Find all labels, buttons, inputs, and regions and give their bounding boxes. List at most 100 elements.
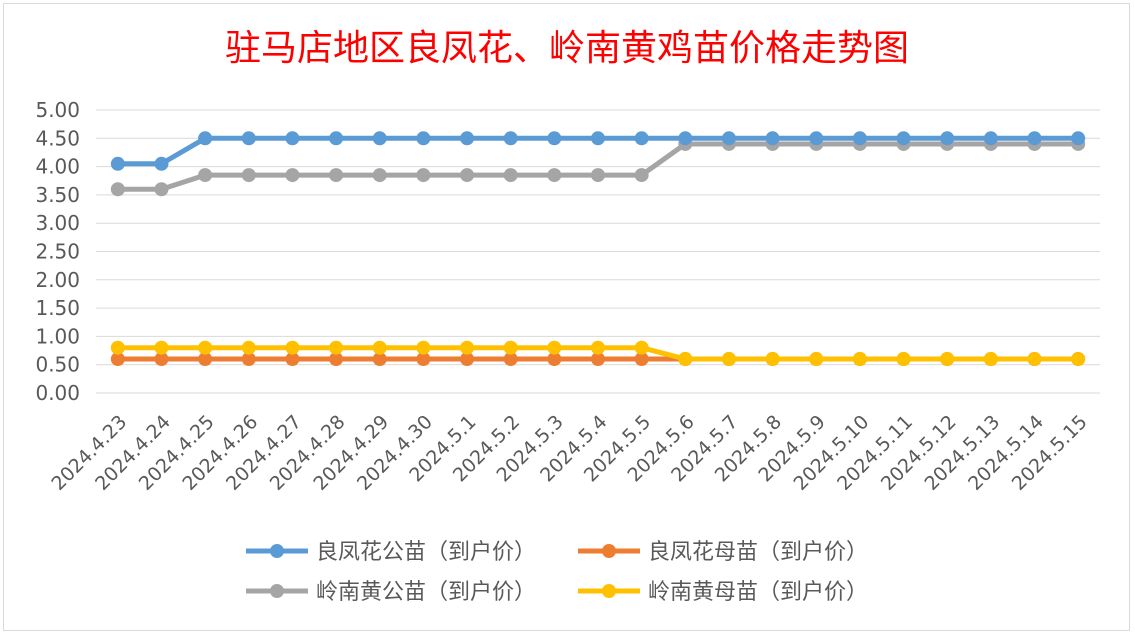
data-point <box>241 340 256 355</box>
y-tick-label: 3.50 <box>35 183 80 207</box>
data-point <box>110 340 125 355</box>
data-point <box>285 340 300 355</box>
data-point <box>110 156 125 171</box>
data-point <box>634 131 649 146</box>
data-point <box>460 131 475 146</box>
legend-marker <box>270 584 284 598</box>
data-point <box>416 340 431 355</box>
legend-marker <box>602 584 616 598</box>
data-point <box>591 168 605 183</box>
data-point <box>634 352 649 367</box>
data-point <box>110 352 125 367</box>
data-point <box>241 168 256 183</box>
series-lines <box>110 131 1086 367</box>
data-point <box>154 340 169 355</box>
series-group <box>110 340 1086 367</box>
data-point <box>460 352 475 367</box>
data-point <box>372 168 387 183</box>
y-tick-label: 3.00 <box>35 211 80 235</box>
data-point <box>852 131 867 146</box>
data-point <box>678 131 693 146</box>
chart-frame <box>3 3 1130 631</box>
data-point <box>503 352 518 367</box>
data-point <box>198 131 213 146</box>
data-point <box>765 131 780 146</box>
data-point <box>154 156 169 171</box>
data-point <box>329 340 344 355</box>
y-tick-label: 5.00 <box>35 98 80 122</box>
data-point <box>198 340 213 355</box>
data-point <box>503 340 518 355</box>
legend-marker <box>270 544 284 558</box>
data-point <box>154 182 169 197</box>
data-point <box>940 352 955 367</box>
y-tick-label: 1.50 <box>35 296 80 320</box>
data-point <box>198 168 213 183</box>
data-point <box>329 131 344 146</box>
data-point <box>503 131 518 146</box>
data-point <box>329 352 344 367</box>
data-point <box>416 131 431 146</box>
data-point <box>1071 131 1086 146</box>
data-point <box>678 352 693 367</box>
data-point <box>591 131 605 146</box>
y-tick-label: 1.00 <box>35 324 80 348</box>
data-point <box>372 352 387 367</box>
x-axis-ticks: 2024.4.232024.4.242024.4.252024.4.262024… <box>47 411 1091 495</box>
data-point <box>547 340 562 355</box>
data-point <box>285 168 300 183</box>
legend-entry: 良凤花公苗（到户价） <box>246 540 536 565</box>
data-point <box>634 340 649 355</box>
data-point <box>460 340 475 355</box>
y-tick-label: 4.50 <box>35 126 80 150</box>
data-point <box>852 352 867 367</box>
data-point <box>416 352 431 367</box>
data-point <box>1027 352 1042 367</box>
data-point <box>896 352 911 367</box>
data-point <box>896 131 911 146</box>
legend-entry: 良凤花母苗（到户价） <box>578 540 868 565</box>
legend-label: 岭南黄公苗（到户价） <box>316 580 536 605</box>
data-point <box>591 352 605 367</box>
data-point <box>1027 131 1042 146</box>
data-point <box>241 131 256 146</box>
y-tick-label: 2.50 <box>35 240 80 264</box>
legend: 良凤花公苗（到户价） 良凤花母苗（到户价） 岭南黄公苗（到户价） 岭南黄母苗（到户价） <box>246 540 868 605</box>
data-point <box>547 352 562 367</box>
data-point <box>809 131 824 146</box>
data-point <box>634 168 649 183</box>
data-point <box>1071 352 1086 367</box>
legend-marker <box>602 544 616 558</box>
data-point <box>721 131 736 146</box>
data-point <box>372 131 387 146</box>
series-group <box>110 131 1086 171</box>
data-point <box>547 168 562 183</box>
data-point <box>460 168 475 183</box>
data-point <box>721 352 736 367</box>
data-point <box>416 168 431 183</box>
legend-label: 良凤花母苗（到户价） <box>648 540 868 565</box>
data-point <box>110 182 125 197</box>
data-point <box>983 131 998 146</box>
legend-entry: 岭南黄公苗（到户价） <box>246 580 536 605</box>
data-point <box>198 352 213 367</box>
data-point <box>241 352 256 367</box>
legend-entry: 岭南黄母苗（到户价） <box>578 580 868 605</box>
y-tick-label: 0.50 <box>35 353 80 377</box>
data-point <box>940 131 955 146</box>
data-point <box>372 340 387 355</box>
data-point <box>329 168 344 183</box>
data-point <box>547 131 562 146</box>
data-point <box>809 352 824 367</box>
data-point <box>765 352 780 367</box>
legend-label: 岭南黄母苗（到户价） <box>648 580 868 605</box>
data-point <box>154 352 169 367</box>
y-tick-label: 0.00 <box>35 381 80 405</box>
data-point <box>591 340 605 355</box>
data-point <box>285 131 300 146</box>
data-point <box>983 352 998 367</box>
y-axis-ticks: 0.00 0.50 1.00 1.50 2.00 2.50 3.00 3.50 4.00 4.50… <box>35 98 80 405</box>
chart-title: 驻马店地区良凤花、岭南黄鸡苗价格走势图 <box>225 28 909 69</box>
data-point <box>285 352 300 367</box>
